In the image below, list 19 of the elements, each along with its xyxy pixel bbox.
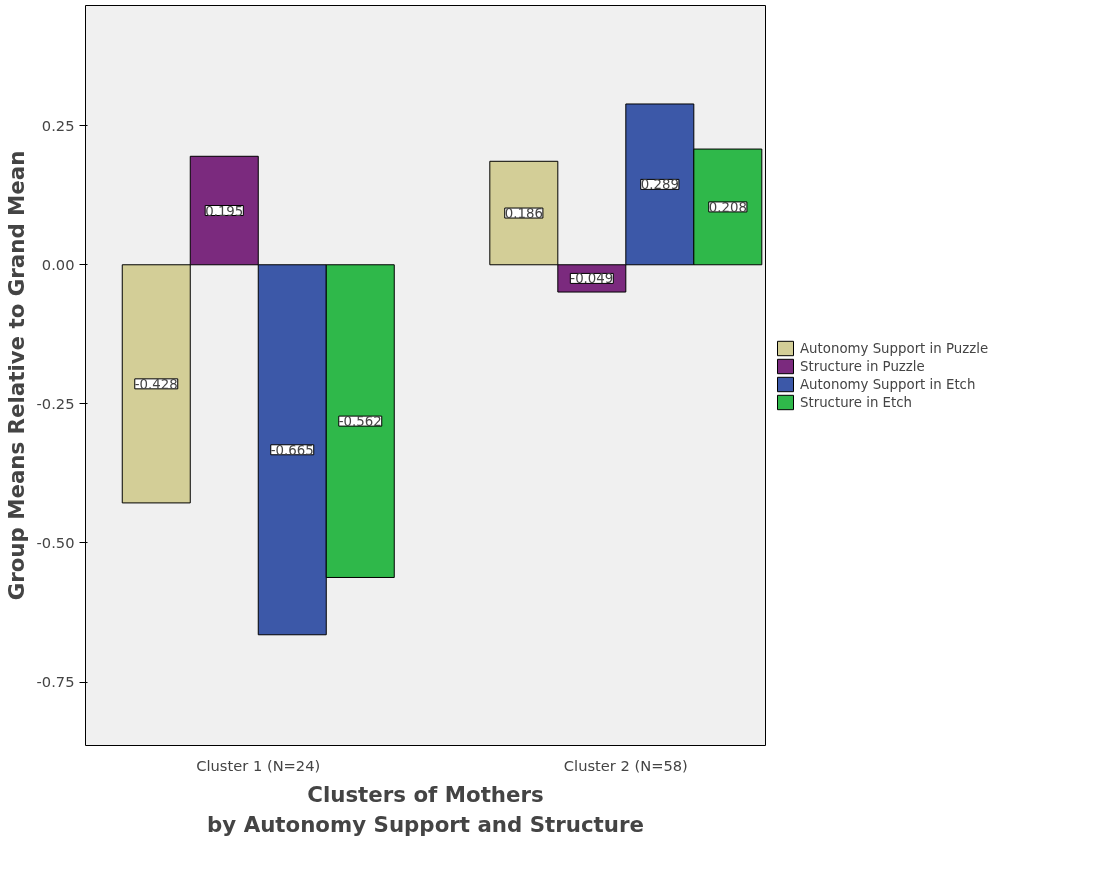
data-label: -0.049: [570, 271, 614, 287]
y-tick-label: -0.75: [36, 673, 75, 691]
data-label: 0.195: [205, 203, 244, 219]
x-axis-title: Clusters of Mothers by Autonomy Support and Structure: [207, 781, 644, 837]
y-tick-label: 0.00: [41, 255, 75, 273]
x-tick-label: Cluster 2 (N=58): [563, 756, 688, 774]
legend-label: Autonomy Support in Etch: [800, 375, 976, 393]
y-axis-title: Group Means Relative to Grand Mean: [3, 150, 29, 601]
legend-label: Structure in Etch: [800, 393, 913, 411]
data-label: -0.562: [338, 414, 382, 430]
y-tick-label: -0.25: [36, 394, 75, 412]
y-tick-label: 0.25: [41, 116, 75, 134]
data-label: -0.428: [134, 376, 178, 392]
data-label: 0.289: [640, 177, 679, 193]
legend-label: Structure in Puzzle: [800, 357, 925, 375]
legend-label: Autonomy Support in Puzzle: [800, 339, 989, 357]
x-tick-label: Cluster 1 (N=24): [196, 756, 321, 774]
y-tick-label: -0.50: [36, 533, 75, 551]
data-label: -0.665: [270, 442, 314, 458]
